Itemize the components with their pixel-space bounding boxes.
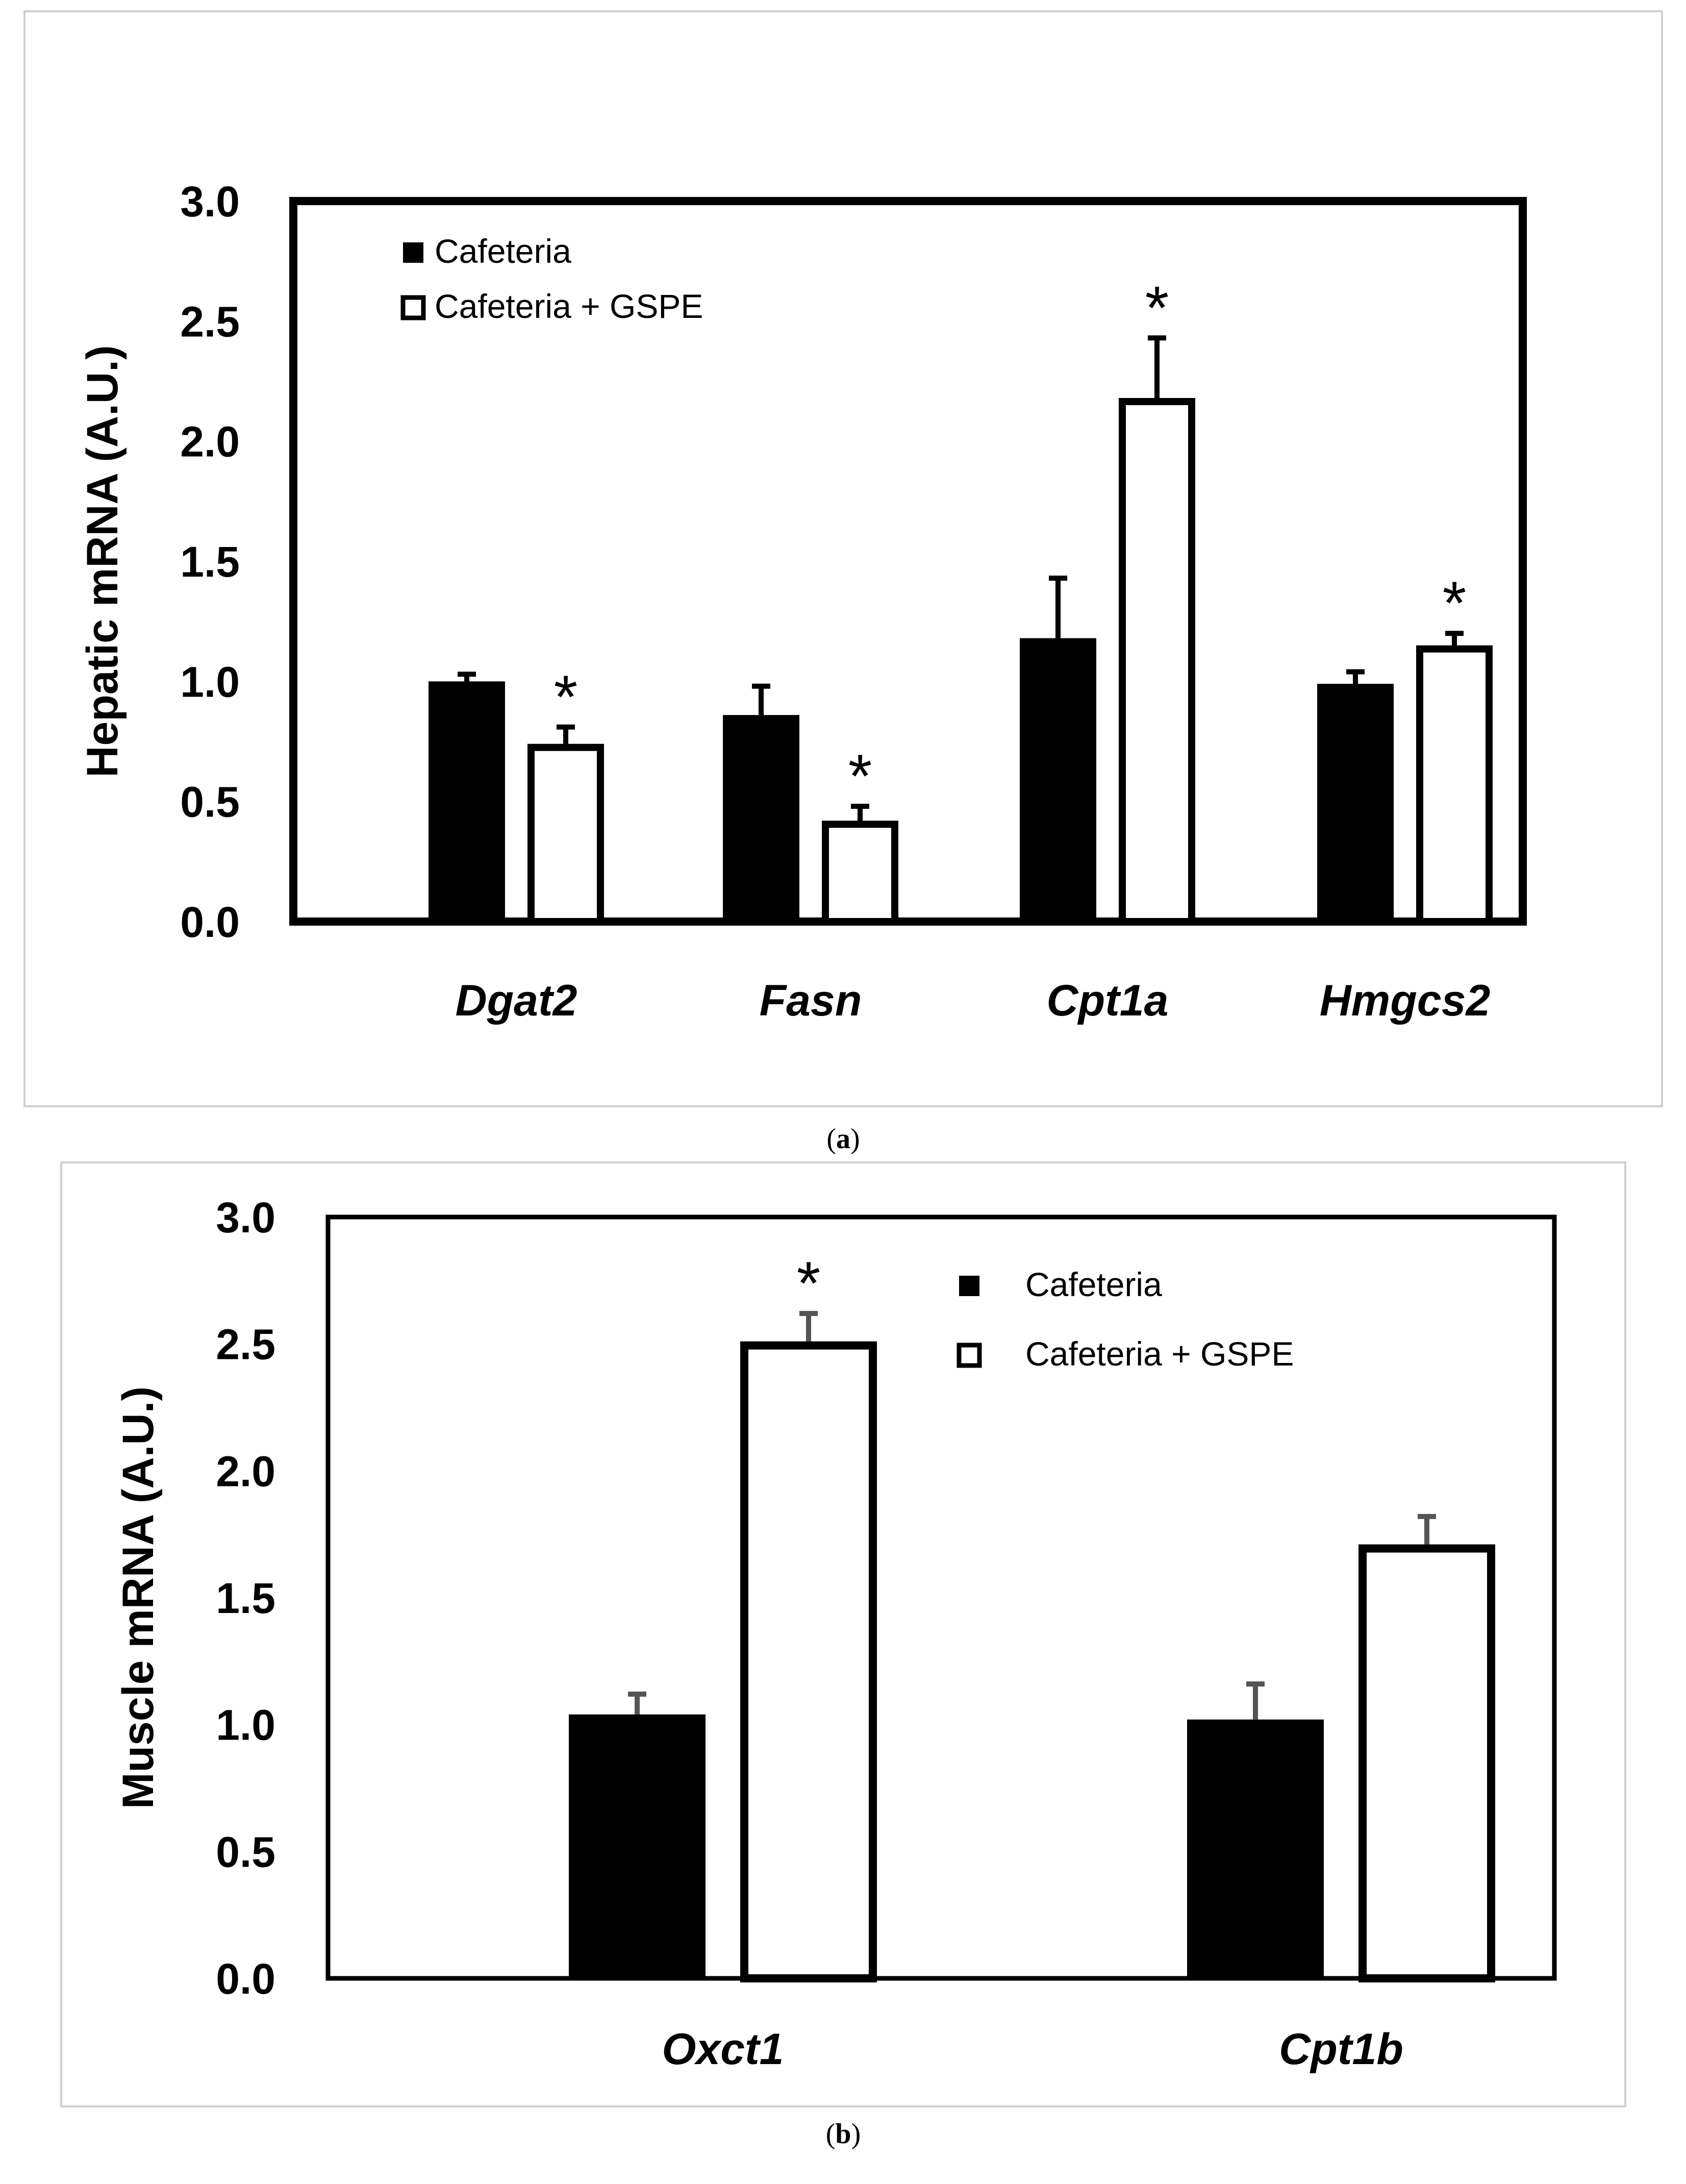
- y-tick-label: 3.0: [180, 178, 240, 226]
- y-tick-label: 1.5: [180, 538, 240, 586]
- legend-label: Cafeteria: [1025, 1265, 1162, 1303]
- y-tick-label: 2.5: [180, 297, 240, 345]
- bar: [723, 715, 799, 922]
- significance-asterisk: *: [848, 742, 872, 810]
- panel-caption: (a): [826, 1123, 860, 1155]
- bar: [1317, 684, 1394, 922]
- bar: [1358, 1544, 1495, 1983]
- x-category-label: Oxct1: [662, 2025, 784, 2074]
- bar: [740, 1341, 877, 1982]
- bar: [1187, 1719, 1324, 1978]
- legend-swatch: [403, 242, 423, 263]
- bar: [527, 743, 604, 925]
- significance-asterisk: *: [554, 663, 578, 731]
- significance-asterisk: *: [1443, 569, 1467, 637]
- bar: [822, 821, 898, 925]
- significance-asterisk: *: [1145, 274, 1169, 342]
- plot-area-border: [289, 197, 1527, 926]
- plot-area-border: [325, 1214, 1557, 1981]
- bar: [429, 681, 505, 922]
- x-category-label: Hmgcs2: [1320, 976, 1491, 1025]
- y-tick-label: 1.5: [216, 1574, 275, 1622]
- panel-caption: (b): [826, 2118, 861, 2150]
- y-tick-label: 0.5: [180, 778, 240, 826]
- legend-label: Cafeteria: [435, 232, 571, 270]
- y-tick-label: 1.0: [180, 658, 240, 706]
- significance-asterisk: *: [797, 1249, 821, 1318]
- bar: [1020, 638, 1096, 922]
- legend-label: Cafeteria + GSPE: [1025, 1335, 1294, 1373]
- y-axis-label: Hepatic mRNA (A.U.): [78, 345, 127, 777]
- y-tick-label: 2.0: [216, 1447, 275, 1495]
- legend-swatch: [400, 295, 426, 320]
- y-tick-label: 1.0: [216, 1701, 275, 1749]
- x-category-label: Cpt1b: [1279, 2025, 1403, 2074]
- y-tick-label: 2.0: [180, 418, 240, 466]
- y-tick-label: 0.5: [216, 1828, 275, 1876]
- y-tick-label: 0.0: [216, 1955, 275, 2003]
- x-category-label: Cpt1a: [1047, 976, 1169, 1025]
- panel-a: 0.0 0.5 1.0 1.5 2.0 2.5 3.0 Hepatic mRNA (A.U.)…: [23, 10, 1663, 1155]
- bar: [569, 1714, 706, 1978]
- y-axis-label: Muscle mRNA (A.U.): [114, 1386, 163, 1809]
- panel-frame: [23, 10, 1663, 1107]
- y-tick-label: 3.0: [216, 1194, 275, 1242]
- bar: [1416, 645, 1493, 925]
- panel-b: 0.0 0.5 1.0 1.5 2.0 2.5 3.0 Muscle mRNA (A.U.) *…: [60, 1161, 1626, 2150]
- x-category-label: Fasn: [760, 976, 862, 1025]
- y-tick-label: 2.5: [216, 1321, 275, 1369]
- x-category-label: Dgat2: [456, 976, 577, 1025]
- y-tick-label: 0.0: [180, 898, 240, 946]
- legend-label: Cafeteria + GSPE: [435, 287, 703, 325]
- legend-swatch: [959, 1276, 979, 1296]
- panel-frame: [60, 1161, 1626, 2107]
- bar: [1119, 398, 1195, 925]
- legend-swatch: [957, 1343, 982, 1368]
